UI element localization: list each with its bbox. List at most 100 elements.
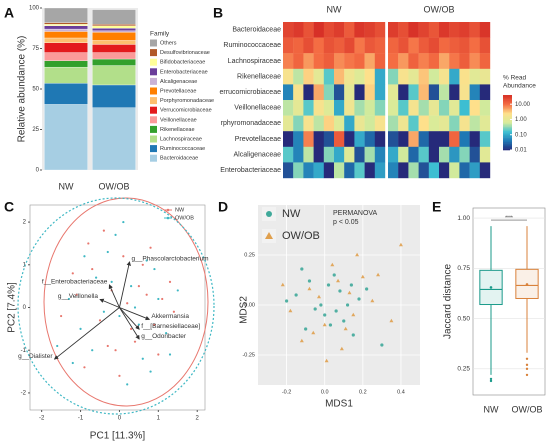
panel-label: A [4, 5, 14, 21]
colorbar-step [503, 114, 512, 116]
loading-arrow [108, 284, 120, 308]
heat-cell [374, 162, 386, 179]
heat-cell [428, 100, 440, 116]
heat-cell [428, 37, 440, 54]
point [168, 280, 172, 283]
loading-arrow [99, 298, 120, 308]
y-tick-label: 0.25 [244, 252, 255, 258]
point [176, 289, 179, 292]
y-tick-label: -0.25 [242, 352, 255, 358]
legend-title: Family [150, 31, 170, 38]
heat-cell [334, 162, 345, 179]
heat-cell [428, 84, 440, 101]
heat-cell [334, 115, 345, 132]
heat-cell [428, 115, 440, 132]
outlier [525, 373, 529, 377]
point [130, 327, 133, 330]
legend-label: Desulfovibrionaceae [160, 50, 210, 56]
heat-cell [439, 100, 450, 116]
heat-cell [428, 53, 440, 69]
colorbar-step [503, 133, 512, 136]
heat-cell [388, 100, 399, 116]
legend-key [166, 208, 170, 212]
legend-swatch [150, 125, 157, 133]
heat-cell [418, 22, 429, 38]
point [342, 319, 346, 323]
point [141, 263, 144, 266]
heat-cell [459, 131, 470, 147]
y-tick-label: 25 [32, 127, 39, 133]
heat-cell [303, 146, 314, 163]
heat-cell [283, 146, 294, 163]
heat-cell [364, 162, 375, 179]
point [106, 344, 109, 348]
heat-cell [344, 162, 355, 179]
heat-cell [449, 162, 460, 179]
heat-cell [323, 84, 335, 101]
heat-cell [469, 146, 480, 163]
colorbar-step [503, 137, 512, 140]
point [351, 312, 356, 317]
heat-cell [334, 146, 345, 163]
legend-label: Ruminococcaceae [160, 146, 205, 152]
heat-cell [398, 162, 409, 179]
heat-cell [388, 146, 399, 163]
colorbar-tick-label: 0.10 [515, 132, 527, 138]
outlier [525, 367, 529, 371]
legend-label: Bacteroidaceae [160, 156, 198, 162]
point [137, 323, 140, 326]
heat-cell [323, 22, 335, 38]
heat-cell [334, 68, 345, 85]
heat-cell [323, 162, 335, 179]
colorbar-step [503, 108, 512, 111]
point [157, 297, 160, 301]
heat-cell [388, 37, 399, 54]
row-label: Lachnospiraceae [228, 58, 281, 65]
heat-cell [303, 162, 314, 179]
bar-segment [92, 58, 136, 66]
heat-cell [374, 22, 386, 38]
heat-cell [293, 115, 304, 132]
y-tick-label: -2 [21, 390, 27, 396]
panel-label: B [213, 5, 223, 21]
point [343, 326, 348, 331]
point [300, 267, 304, 271]
heat-cell [459, 68, 470, 85]
y-tick-label: 50 [32, 87, 39, 93]
heat-cell [344, 115, 355, 132]
point [133, 306, 137, 309]
heat-cell [388, 84, 399, 101]
heat-cell [449, 37, 460, 54]
point [307, 286, 312, 291]
point [360, 274, 365, 279]
heat-cell [418, 146, 429, 163]
point [79, 327, 82, 330]
heat-cell [388, 22, 399, 38]
point [380, 343, 384, 347]
legend-swatch [150, 39, 157, 47]
legend-label: OW/OB [175, 215, 194, 221]
bar-segment [44, 104, 88, 171]
heat-cell [374, 53, 386, 69]
heat-cell [439, 131, 450, 147]
bar-segment [44, 25, 88, 30]
heat-cell [428, 162, 440, 179]
bar-segment [92, 30, 136, 33]
heat-cell [323, 131, 335, 147]
legend-label: Alcaligenaceae [160, 79, 197, 85]
heat-cell [449, 22, 460, 38]
y-tick-label: 0.75 [457, 265, 470, 272]
bar-segment [92, 32, 136, 41]
heat-cell [313, 100, 324, 116]
heat-cell [344, 22, 355, 38]
legend-label: OW/OB [282, 230, 320, 242]
legend-label: Others [160, 40, 177, 46]
loading-label: f__[Barnesiellaceae] [141, 323, 200, 330]
point [284, 299, 289, 303]
heat-cell [418, 131, 429, 147]
point [71, 272, 74, 275]
point [347, 290, 352, 295]
legend-label: Prevotellaceae [160, 88, 196, 94]
heat-cell [313, 131, 324, 147]
heat-cell [439, 84, 450, 101]
